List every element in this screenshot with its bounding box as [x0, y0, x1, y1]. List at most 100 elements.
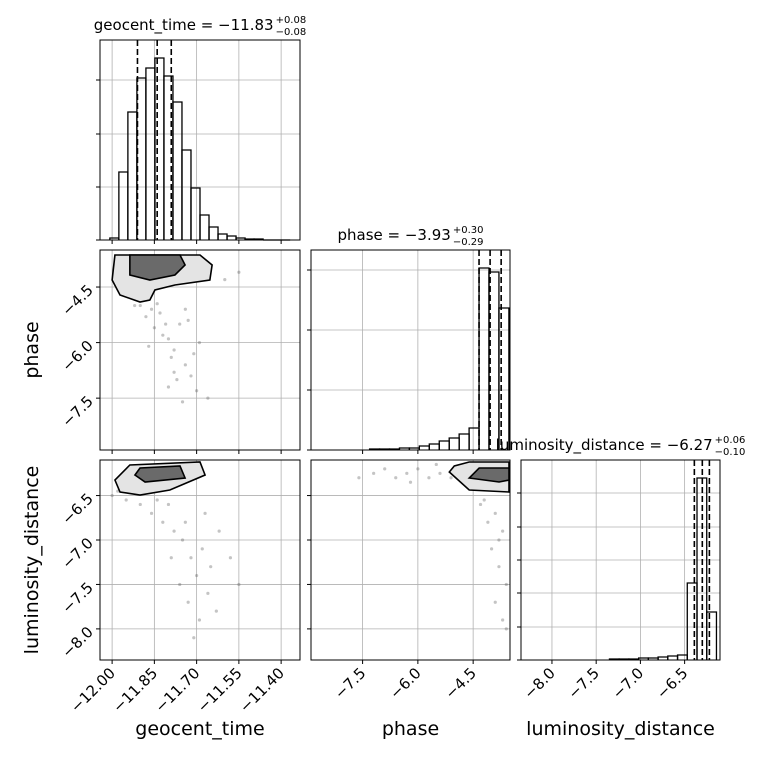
histogram-bin: [172, 101, 183, 240]
density-panel: [110, 461, 241, 640]
sample-point: [383, 467, 387, 471]
panel-frame: [520, 459, 721, 661]
panel-frame: [310, 459, 511, 661]
sample-point: [217, 529, 221, 533]
x-tick-label: −11.85: [109, 664, 161, 716]
histogram-bin: [498, 307, 510, 450]
sample-point: [172, 370, 176, 374]
sample-point: [166, 385, 171, 389]
sample-point: [372, 471, 376, 475]
sample-point: [189, 556, 193, 560]
sample-point: [501, 529, 505, 533]
sample-point: [147, 344, 151, 348]
sample-point: [180, 400, 185, 404]
sample-point: [497, 538, 501, 542]
sample-point: [197, 618, 202, 622]
x-tick-label: −7.5: [565, 664, 603, 702]
histogram-bin: [217, 233, 228, 240]
histogram-bin: [145, 67, 156, 240]
x-tick-label: −4.5: [441, 664, 479, 702]
panel-frame: [310, 249, 511, 451]
sample-point: [228, 556, 233, 560]
y-axis-label: phase: [21, 321, 43, 378]
histogram-bin: [118, 171, 129, 240]
sample-point: [183, 520, 187, 524]
x-axis-label: geocent_time: [135, 718, 264, 740]
sample-point: [223, 278, 227, 282]
sample-point: [164, 322, 168, 326]
sample-point: [434, 462, 438, 467]
sample-point: [478, 502, 483, 507]
sample-point: [183, 307, 187, 311]
sample-point: [482, 498, 486, 502]
sample-point: [504, 627, 508, 631]
sample-point: [178, 322, 182, 326]
histogram-bin: [667, 655, 679, 660]
sample-point: [166, 502, 171, 507]
sample-point: [144, 315, 148, 319]
histogram-bin: [676, 654, 688, 660]
sample-point: [149, 307, 154, 311]
y-axis-label: luminosity_distance: [21, 466, 43, 655]
sample-point: [133, 303, 137, 308]
x-axis-label: luminosity_distance: [526, 718, 715, 740]
title-plus: +0.06: [715, 435, 746, 446]
histogram-bin: [154, 57, 165, 240]
sample-point: [155, 498, 159, 502]
sample-point: [110, 493, 114, 498]
histogram-bin: [418, 445, 430, 450]
sample-point: [206, 396, 210, 400]
contour: [129, 254, 187, 281]
sample-point: [237, 270, 241, 274]
sample-point: [155, 302, 159, 306]
x-tick-label: −12.00: [67, 664, 119, 716]
panel-frame: [99, 459, 301, 661]
sample-point: [172, 529, 176, 533]
sample-point: [209, 565, 213, 569]
histogram-bin: [686, 582, 698, 660]
y-tick-label: −6.0: [58, 337, 96, 375]
density-panel: [357, 461, 510, 631]
histogram-bin: [478, 267, 490, 450]
title-plus: +0.30: [453, 225, 484, 236]
x-tick-label: −6.0: [386, 664, 424, 702]
sample-point: [504, 582, 508, 587]
y-tick-label: −7.5: [58, 392, 96, 430]
x-tick-label: −7.0: [609, 664, 647, 702]
panel-frame: [99, 39, 301, 241]
sample-point: [489, 547, 494, 551]
panel-title: geocent_time = −11.83: [94, 16, 274, 35]
sample-point: [203, 511, 207, 515]
sample-point: [449, 476, 453, 480]
sample-point: [186, 318, 190, 322]
sample-point: [189, 374, 193, 378]
sample-point: [192, 636, 196, 640]
histogram-bin: [458, 433, 470, 450]
sample-point: [152, 326, 156, 330]
sample-point: [493, 511, 497, 515]
sample-point: [158, 311, 162, 315]
x-tick-label: −11.55: [194, 664, 246, 716]
sample-point: [408, 480, 413, 484]
sample-point: [237, 582, 241, 587]
sample-point: [195, 389, 199, 393]
sample-point: [149, 511, 154, 515]
panel-title: phase = −3.93: [338, 226, 451, 244]
sample-point: [200, 547, 204, 551]
histogram-bin: [181, 149, 192, 240]
title-minus: −0.29: [453, 237, 484, 248]
x-axis-label: phase: [382, 718, 439, 740]
x-tick-label: −11.40: [236, 664, 288, 716]
sample-point: [486, 520, 490, 524]
sample-point: [169, 355, 173, 360]
histogram-bin: [428, 443, 440, 450]
sample-point: [186, 600, 190, 604]
panel-frame: [99, 249, 301, 451]
sample-point: [180, 538, 185, 542]
y-tick-label: −6.5: [58, 490, 96, 528]
sample-point: [172, 348, 176, 352]
y-tick-label: −7.0: [58, 534, 96, 572]
histogram-bin: [226, 235, 237, 240]
y-tick-label: −8.0: [58, 623, 96, 661]
sample-point: [427, 476, 431, 480]
